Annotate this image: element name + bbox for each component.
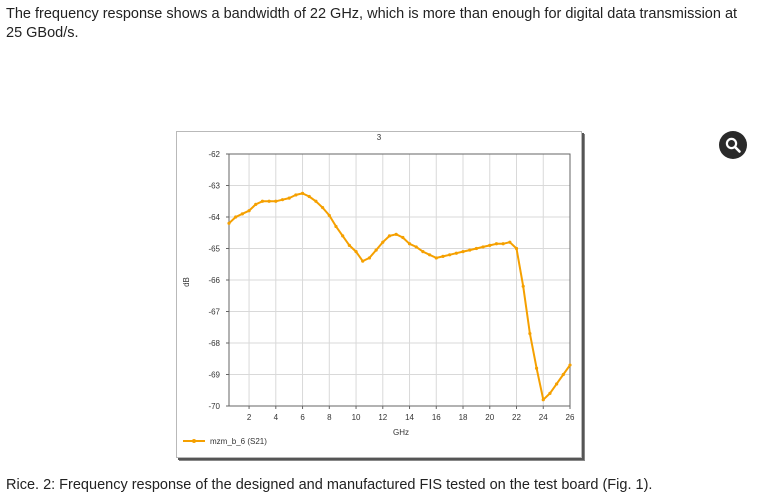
data-point xyxy=(488,243,492,247)
data-point xyxy=(474,246,478,251)
data-point xyxy=(300,191,305,195)
x-tick-label: 22 xyxy=(512,413,521,422)
y-tick-label: -69 xyxy=(208,371,220,380)
data-point xyxy=(287,196,291,200)
x-tick-label: 16 xyxy=(432,413,441,422)
data-point xyxy=(568,363,572,367)
data-point xyxy=(294,193,298,197)
y-tick-label: -64 xyxy=(208,213,220,222)
x-axis-title: GHz xyxy=(393,428,409,437)
chart-series xyxy=(227,191,572,402)
y-tick-label: -68 xyxy=(208,339,220,348)
chart-tick-labels: 2 4 6 8 10 12 14 16 18 20 22 24 26-62-63-64-65-66-67… xyxy=(208,150,575,422)
x-tick-label: 14 xyxy=(405,413,414,422)
series-line xyxy=(228,192,571,401)
x-tick-label: 20 xyxy=(485,413,494,422)
data-point xyxy=(227,221,231,225)
data-point xyxy=(394,232,398,236)
data-point xyxy=(534,366,539,370)
data-point xyxy=(267,199,271,203)
data-point xyxy=(240,212,244,216)
x-tick-label: 24 xyxy=(539,413,548,422)
data-point xyxy=(521,284,525,288)
data-point xyxy=(354,250,358,254)
chart-grid xyxy=(229,153,571,407)
data-point xyxy=(508,240,512,244)
data-point xyxy=(514,246,519,251)
data-point xyxy=(234,215,238,219)
y-tick-label: -62 xyxy=(208,150,220,159)
data-point xyxy=(260,199,265,203)
data-point xyxy=(327,213,331,218)
data-point xyxy=(407,242,412,246)
y-tick-label: -67 xyxy=(208,308,220,317)
data-point xyxy=(441,254,445,258)
y-tick-label: -66 xyxy=(208,276,220,285)
data-point xyxy=(548,391,552,395)
data-point xyxy=(541,398,545,402)
chart-title: 3 xyxy=(377,133,382,142)
data-point xyxy=(494,242,499,246)
data-point xyxy=(280,198,285,202)
data-point xyxy=(387,234,392,238)
data-point xyxy=(307,194,311,199)
x-tick-label: 12 xyxy=(378,413,387,422)
y-tick-label: -70 xyxy=(208,402,220,411)
zoom-button[interactable] xyxy=(719,131,747,159)
data-point xyxy=(334,224,338,229)
data-point xyxy=(434,256,438,260)
y-tick-label: -65 xyxy=(208,245,220,254)
x-tick-label: 26 xyxy=(566,413,575,422)
data-point xyxy=(561,372,565,377)
data-point xyxy=(401,235,405,240)
data-point xyxy=(427,253,432,257)
intro-paragraph: The frequency response shows a bandwidth… xyxy=(6,6,738,41)
data-point xyxy=(347,243,351,247)
data-point xyxy=(374,248,378,252)
data-point xyxy=(274,199,278,203)
data-point xyxy=(454,251,458,255)
y-tick-label: -63 xyxy=(208,182,220,191)
data-point xyxy=(501,242,505,246)
x-tick-label: 10 xyxy=(352,413,361,422)
x-tick-label: 2 xyxy=(247,413,252,422)
data-point xyxy=(341,234,345,238)
magnifier-icon xyxy=(725,137,741,153)
data-point xyxy=(247,209,251,213)
data-point xyxy=(321,205,325,210)
frequency-response-chart: 3 2 4 6 8 10 12 14 16 18 20 22 24 26-62-63-64-65-66-… xyxy=(182,133,575,446)
data-point xyxy=(528,331,532,336)
legend-label: mzm_b_6 (S21) xyxy=(210,437,267,446)
data-point xyxy=(414,245,418,249)
data-point xyxy=(254,202,258,206)
y-axis-title: dB xyxy=(182,277,191,287)
figure-caption: Rice. 2: Frequency response of the desig… xyxy=(6,477,653,493)
chart-axes xyxy=(226,153,571,409)
data-point xyxy=(361,259,365,263)
chart-legend: mzm_b_6 (S21) xyxy=(183,437,267,446)
data-point xyxy=(381,240,385,244)
x-tick-label: 18 xyxy=(459,413,468,422)
data-point xyxy=(481,245,485,249)
data-point xyxy=(468,248,472,252)
data-point xyxy=(314,199,318,203)
data-point xyxy=(555,382,559,386)
figure-frame: 3 2 4 6 8 10 12 14 16 18 20 22 24 26 -62 -63 -64 -65 -66-… xyxy=(176,131,582,458)
x-tick-label: 6 xyxy=(300,413,305,422)
legend-swatch-marker xyxy=(192,439,196,443)
data-point xyxy=(461,250,465,254)
data-point xyxy=(421,250,425,254)
x-tick-label: 4 xyxy=(274,413,279,422)
x-tick-label: 8 xyxy=(327,413,332,422)
data-point xyxy=(448,253,452,257)
data-point xyxy=(367,256,372,260)
